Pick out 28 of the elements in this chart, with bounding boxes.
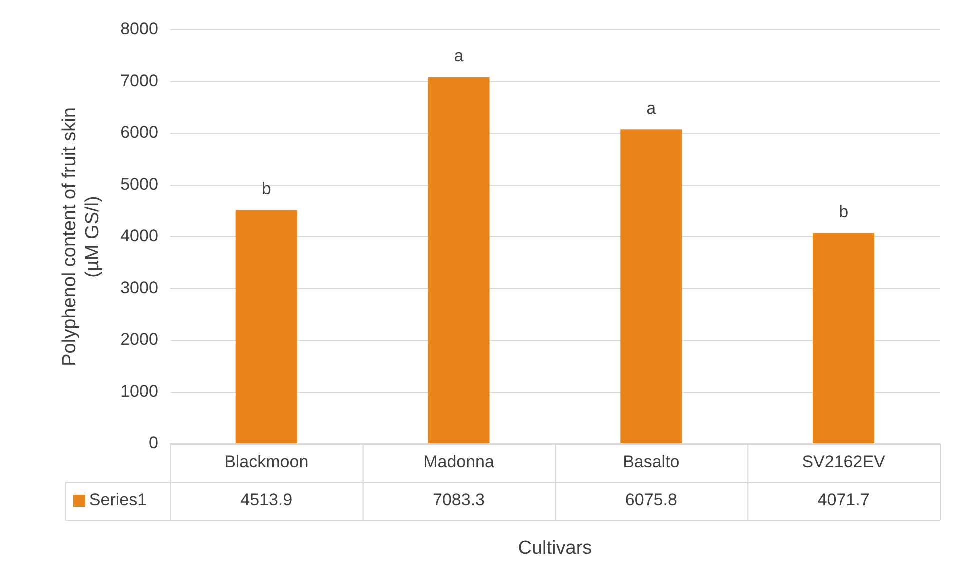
data-label: 4513.9	[240, 490, 293, 510]
bar	[813, 233, 875, 444]
y-axis-title: Polyphenol content of fruit skin (µM GS/l)	[60, 108, 104, 366]
data-label: 7083.3	[433, 490, 486, 510]
y-tick-label: 3000	[120, 278, 158, 298]
data-label: 6075.8	[625, 490, 678, 510]
y-tick-label: 2000	[120, 330, 158, 350]
annotation: a	[454, 46, 464, 66]
x-tick-label: Madonna	[424, 452, 495, 472]
y-tick-label: 1000	[120, 382, 158, 401]
y-tick-label: 6000	[120, 123, 158, 142]
annotation: b	[839, 202, 849, 222]
data-label: 4071.7	[818, 490, 870, 510]
bar	[236, 210, 298, 444]
y-tick-label: 4000	[120, 226, 158, 246]
x-axis-title: Cultivars	[518, 538, 592, 560]
legend-label: Series1	[89, 490, 148, 510]
y-tick-label: 8000	[120, 20, 158, 39]
y-tick-label: 7000	[120, 71, 158, 90]
y-tick-label: 0	[148, 434, 158, 453]
x-tick-label: Blackmoon	[224, 452, 309, 472]
x-tick-label: Basalto	[623, 452, 680, 472]
bar	[620, 130, 682, 444]
annotation: a	[646, 98, 657, 118]
bar	[428, 77, 490, 444]
y-tick-label: 5000	[120, 174, 158, 194]
x-tick-label: SV2162EV	[802, 452, 886, 472]
annotation: b	[262, 180, 272, 199]
